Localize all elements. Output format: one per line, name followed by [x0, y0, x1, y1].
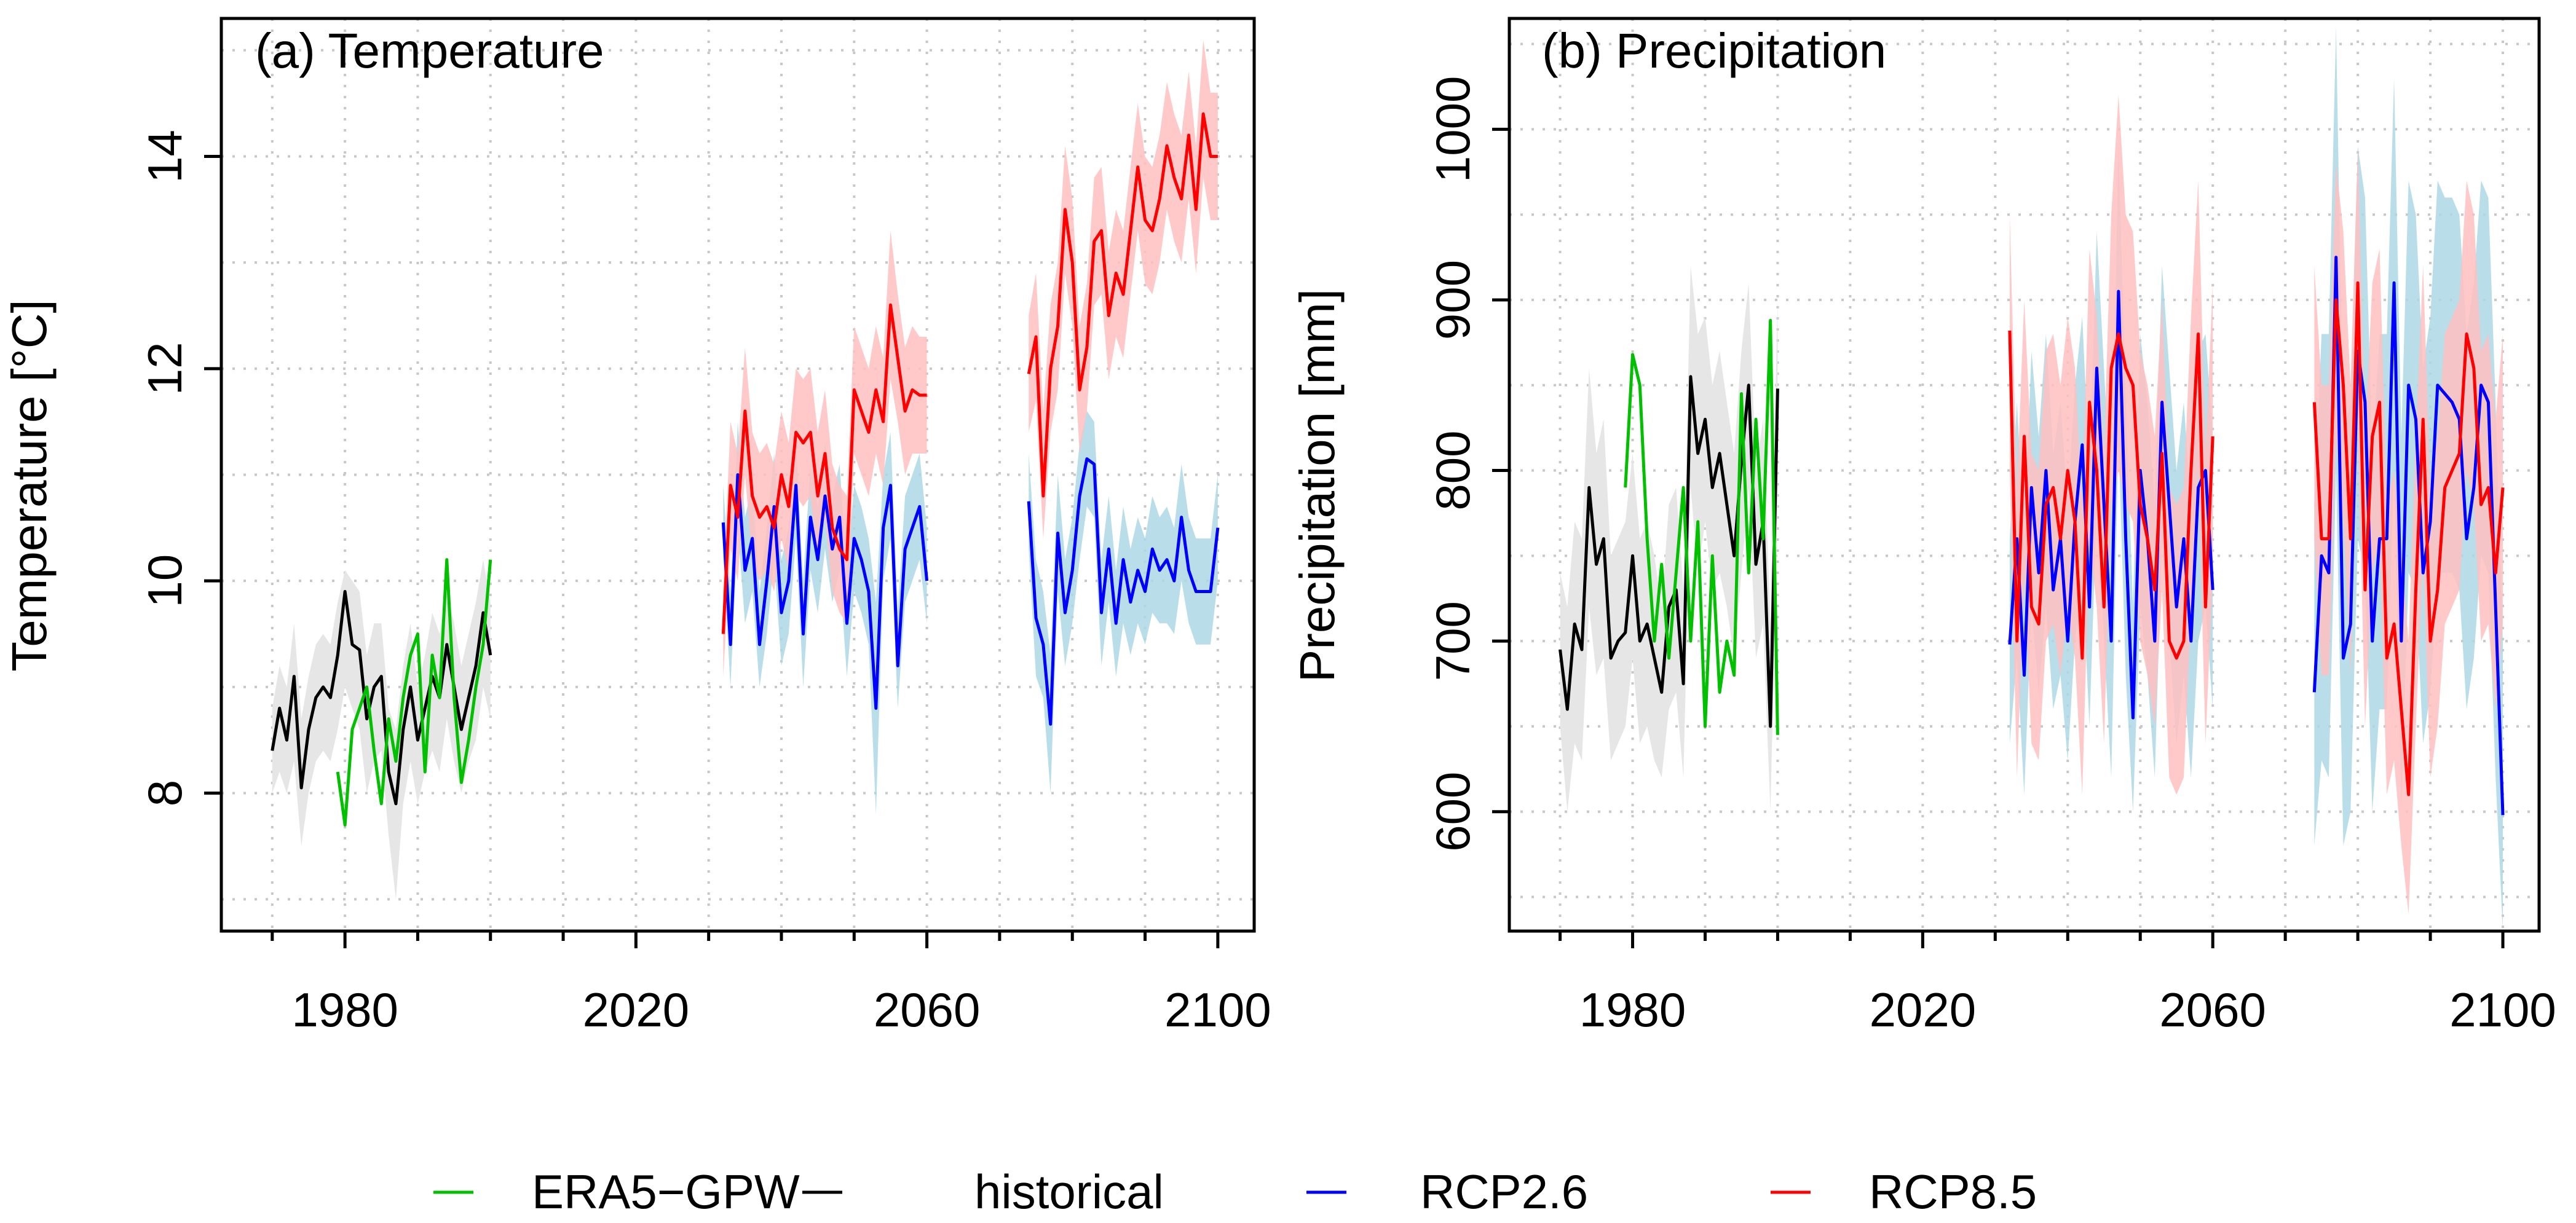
legend: ERA5−GPW historical RCP2.6 RCP8.5 — [433, 1165, 2037, 1219]
precipitation-x-tick-label: 2060 — [2159, 983, 2266, 1037]
band-historical — [1560, 265, 1778, 812]
temperature-x-tick-label: 2060 — [874, 983, 981, 1037]
precipitation-y-axis-title: Precipitation [mm] — [1290, 289, 1345, 682]
series-line-rcp26 — [1027, 457, 1220, 726]
precipitation-y-tick-label: 700 — [1426, 601, 1480, 681]
series-line-era5 — [1624, 318, 1779, 735]
temperature-y-axis-title: Temperature [°C] — [2, 299, 57, 672]
band-historical — [272, 559, 491, 900]
temperature-panel-title: (a) Temperature — [255, 23, 604, 78]
temperature-y-tick-label: 12 — [138, 342, 192, 395]
series-line-rcp85 — [721, 303, 927, 634]
temperature-y-tick-label: 14 — [138, 130, 192, 183]
precipitation-x-tick-label: 2020 — [1870, 983, 1977, 1037]
series-line-rcp85 — [2312, 281, 2505, 796]
temperature-panel: (a) Temperature Temperature [°C] 1980 202… — [2, 17, 1271, 1037]
band-rcp85 — [2314, 146, 2503, 914]
precipitation-panel-title: (b) Precipitation — [1542, 23, 1886, 78]
precipitation-y-tick-label: 1000 — [1426, 76, 1480, 183]
series-line-rcp26 — [721, 473, 929, 710]
precipitation-plot-frame — [1507, 17, 2541, 933]
precipitation-x-tick-label: 1980 — [1579, 983, 1686, 1037]
series-line-rcp26 — [2312, 256, 2505, 816]
legend-label-historical: historical — [974, 1165, 1164, 1219]
series-line-era5 — [336, 558, 492, 827]
temperature-x-tick-label: 2020 — [583, 983, 690, 1037]
precipitation-panel: (b) Precipitation Precipitation [mm] 198… — [1290, 17, 2556, 1037]
series-line-rcp26 — [2008, 289, 2214, 720]
series-line-rcp85 — [1027, 112, 1218, 498]
legend-label-rcp85: RCP8.5 — [1869, 1165, 2037, 1219]
temperature-series-lines — [271, 112, 1220, 827]
temperature-x-tick-label: 1980 — [291, 983, 398, 1037]
precipitation-y-tick-label: 900 — [1426, 260, 1480, 340]
band-rcp85 — [2009, 95, 2213, 795]
legend-label-rcp26: RCP2.6 — [1420, 1165, 1588, 1219]
temperature-y-tick-label: 8 — [138, 780, 192, 806]
band-rcp26 — [2314, 26, 2503, 931]
temperature-x-tick-label: 2100 — [1164, 983, 1271, 1037]
temperature-plot-frame — [219, 17, 1256, 933]
precipitation-y-tick-label: 800 — [1426, 430, 1480, 510]
precipitation-y-tick-label: 600 — [1426, 772, 1480, 852]
precipitation-uncertainty-bands — [1560, 26, 2503, 931]
temperature-uncertainty-bands — [272, 39, 1218, 900]
precipitation-x-tick-label: 2100 — [2449, 983, 2556, 1037]
series-line-historical — [1559, 375, 1779, 728]
band-rcp26 — [1029, 411, 1218, 793]
precipitation-series-lines — [1559, 256, 2505, 816]
series-line-rcp85 — [2008, 330, 2214, 660]
legend-label-era5: ERA5−GPW — [532, 1165, 800, 1219]
temperature-y-tick-label: 10 — [138, 554, 192, 608]
